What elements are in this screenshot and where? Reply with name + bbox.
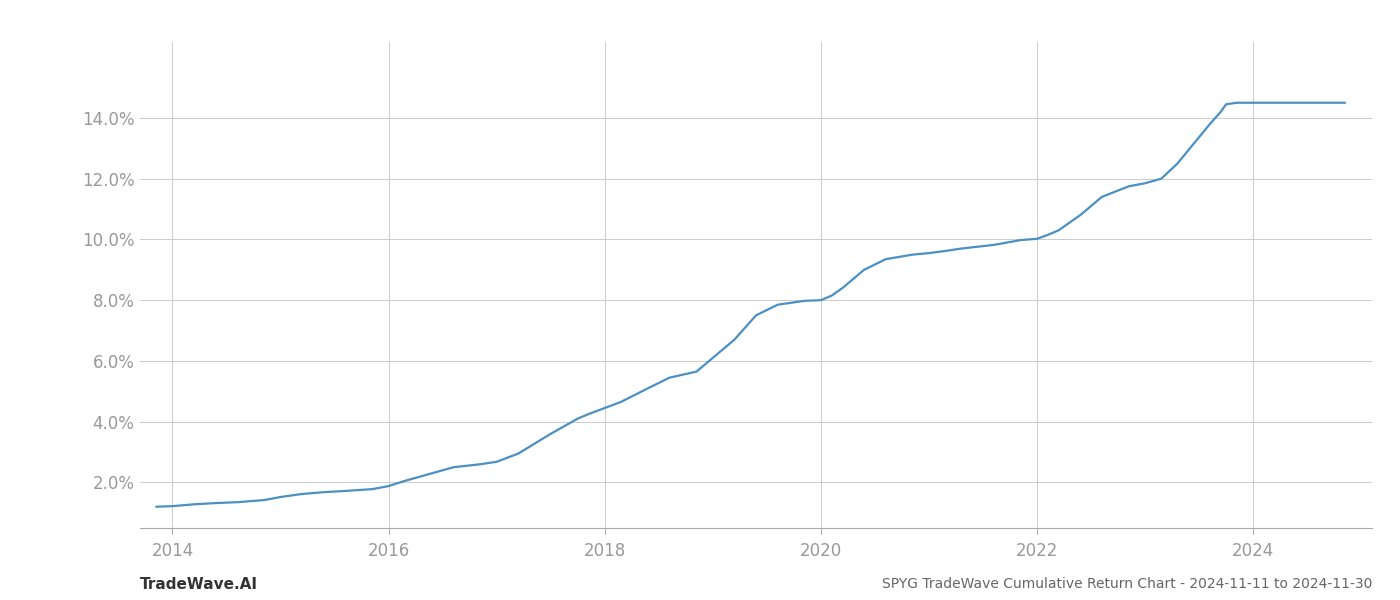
- Text: SPYG TradeWave Cumulative Return Chart - 2024-11-11 to 2024-11-30: SPYG TradeWave Cumulative Return Chart -…: [882, 577, 1372, 590]
- Text: TradeWave.AI: TradeWave.AI: [140, 577, 258, 592]
